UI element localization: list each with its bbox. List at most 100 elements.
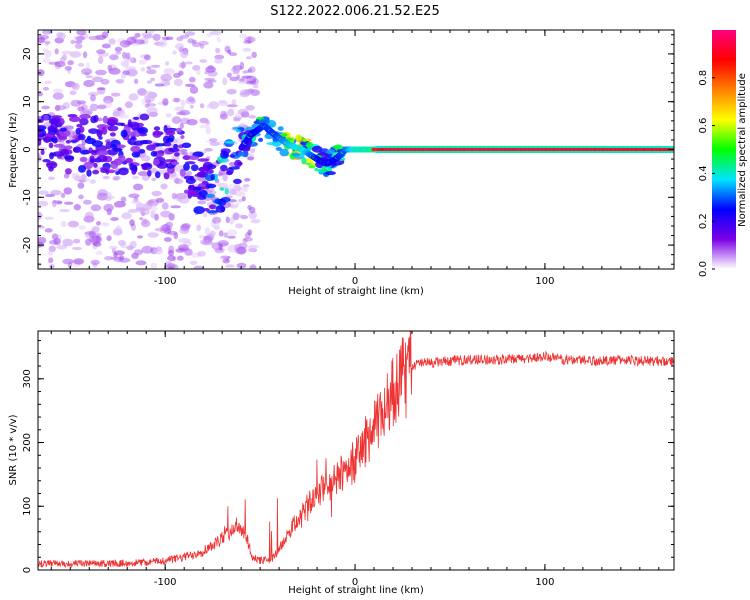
noise-blob — [118, 257, 131, 263]
noise-blob — [135, 260, 147, 266]
ridge-blob — [183, 163, 190, 171]
noise-blob — [206, 104, 215, 109]
noise-blob — [225, 264, 235, 268]
snr-ylabel: SNR (10 * v/v) — [8, 414, 19, 485]
ridge-blob — [110, 161, 119, 169]
ridge-blob — [96, 124, 109, 129]
noise-blob — [171, 192, 177, 200]
noise-blob — [150, 210, 156, 219]
noise-blob — [113, 250, 125, 256]
noise-blob — [253, 84, 259, 89]
ridge-blob — [139, 140, 148, 145]
colorbar-tick-label: 0.0 — [698, 261, 709, 277]
noise-blob — [72, 246, 82, 251]
noise-blob — [180, 50, 189, 59]
noise-blob — [94, 232, 102, 236]
noise-blob — [88, 35, 100, 41]
noise-blob — [152, 33, 161, 41]
ridge-blob — [206, 210, 219, 214]
noise-blob — [154, 213, 159, 221]
ridge-blob — [96, 150, 109, 156]
noise-blob — [133, 183, 144, 191]
noise-blob — [189, 260, 198, 265]
noise-blob — [251, 51, 257, 59]
noise-blob — [38, 154, 43, 162]
noise-blob — [234, 214, 245, 218]
ridge-blob — [168, 147, 180, 153]
ridge-blob — [64, 155, 74, 160]
ridge-blob — [90, 149, 99, 156]
noise-blob — [146, 69, 157, 75]
noise-blob — [229, 204, 238, 209]
y-tick-label: 20 — [22, 48, 33, 61]
x-tick-label: -100 — [154, 276, 177, 287]
noise-blob — [247, 156, 255, 161]
noise-blob — [96, 87, 106, 91]
noise-blob — [138, 59, 147, 65]
ridge-core — [454, 148, 458, 151]
noise-blob — [69, 90, 77, 96]
noise-blob — [180, 34, 190, 39]
ridge-blob — [115, 122, 125, 126]
ridge-blob — [86, 169, 92, 177]
noise-blob — [218, 243, 223, 251]
noise-blob — [216, 37, 222, 43]
noise-blob — [90, 94, 96, 102]
noise-blob — [104, 256, 113, 261]
noise-blob — [186, 119, 198, 126]
noise-blob — [160, 183, 168, 190]
noise-blob — [214, 58, 223, 64]
ridge-blob — [75, 127, 81, 135]
noise-blob — [44, 228, 53, 233]
ridge-blob — [101, 126, 108, 135]
ridge-blob — [115, 171, 120, 176]
noise-blob — [248, 211, 257, 220]
ridge-blob — [174, 152, 180, 157]
ridge-blob — [163, 125, 168, 133]
noise-blob — [174, 43, 185, 50]
ridge-blob — [150, 150, 158, 157]
noise-blob — [119, 114, 129, 119]
ridge-core — [426, 148, 429, 151]
noise-blob — [193, 265, 204, 269]
ridge-blob — [77, 133, 86, 141]
noise-blob — [120, 60, 130, 68]
noise-blob — [62, 238, 74, 247]
noise-blob — [90, 204, 102, 212]
noise-blob — [228, 216, 235, 225]
noise-blob — [70, 99, 82, 107]
ridge-blob — [117, 154, 126, 163]
noise-blob — [243, 177, 251, 182]
ridge-blob — [165, 130, 176, 136]
noise-blob — [242, 47, 252, 52]
ridge-blob — [133, 116, 140, 120]
ridge-blob — [42, 159, 51, 163]
ridge-blob — [220, 164, 228, 172]
noise-blob — [172, 264, 179, 269]
x-tick-label: 0 — [352, 276, 358, 287]
noise-blob — [78, 225, 87, 230]
ridge-blob — [48, 166, 54, 172]
snr-marks — [38, 331, 674, 569]
noise-blob — [223, 232, 229, 238]
ridge-blob — [88, 128, 99, 135]
ridge-blob — [179, 168, 186, 177]
ridge-blob — [47, 125, 55, 132]
colorbar-label: Normalized spectral amplitude — [737, 73, 748, 227]
spectrogram-ylabel: Frequency (Hz) — [8, 112, 19, 188]
noise-blob — [44, 40, 51, 45]
noise-blob — [115, 51, 122, 55]
noise-blob — [207, 65, 214, 70]
noise-blob — [205, 33, 213, 38]
noise-blob — [187, 96, 195, 103]
noise-blob — [209, 230, 216, 237]
noise-blob — [97, 56, 104, 65]
noise-blob — [167, 249, 174, 257]
noise-blob — [246, 56, 252, 60]
ridge-blob — [185, 161, 196, 165]
noise-blob — [167, 255, 176, 262]
noise-blob — [43, 30, 49, 37]
noise-blob — [227, 49, 232, 55]
noise-blob — [181, 223, 191, 229]
noise-blob — [43, 50, 52, 58]
